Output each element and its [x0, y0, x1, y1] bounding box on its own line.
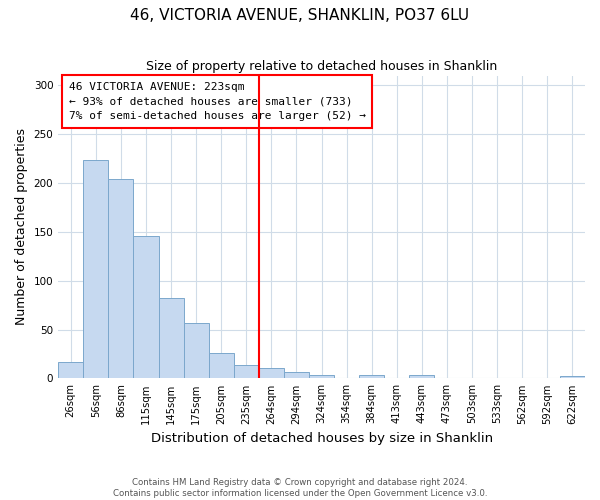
Text: 46, VICTORIA AVENUE, SHANKLIN, PO37 6LU: 46, VICTORIA AVENUE, SHANKLIN, PO37 6LU: [130, 8, 470, 22]
Y-axis label: Number of detached properties: Number of detached properties: [15, 128, 28, 326]
Bar: [58, 362, 83, 378]
Bar: [133, 236, 158, 378]
Bar: [209, 353, 234, 378]
Bar: [359, 374, 385, 378]
Bar: [109, 179, 133, 378]
Text: Contains HM Land Registry data © Crown copyright and database right 2024.
Contai: Contains HM Land Registry data © Crown c…: [113, 478, 487, 498]
Bar: [259, 368, 284, 378]
Bar: [309, 374, 334, 378]
Bar: [560, 376, 585, 378]
Bar: [234, 365, 259, 378]
Bar: [83, 160, 109, 378]
Bar: [284, 372, 309, 378]
Text: 46 VICTORIA AVENUE: 223sqm
← 93% of detached houses are smaller (733)
7% of semi: 46 VICTORIA AVENUE: 223sqm ← 93% of deta…: [69, 82, 366, 121]
Bar: [158, 298, 184, 378]
Bar: [184, 322, 209, 378]
X-axis label: Distribution of detached houses by size in Shanklin: Distribution of detached houses by size …: [151, 432, 493, 445]
Bar: [409, 374, 434, 378]
Title: Size of property relative to detached houses in Shanklin: Size of property relative to detached ho…: [146, 60, 497, 73]
